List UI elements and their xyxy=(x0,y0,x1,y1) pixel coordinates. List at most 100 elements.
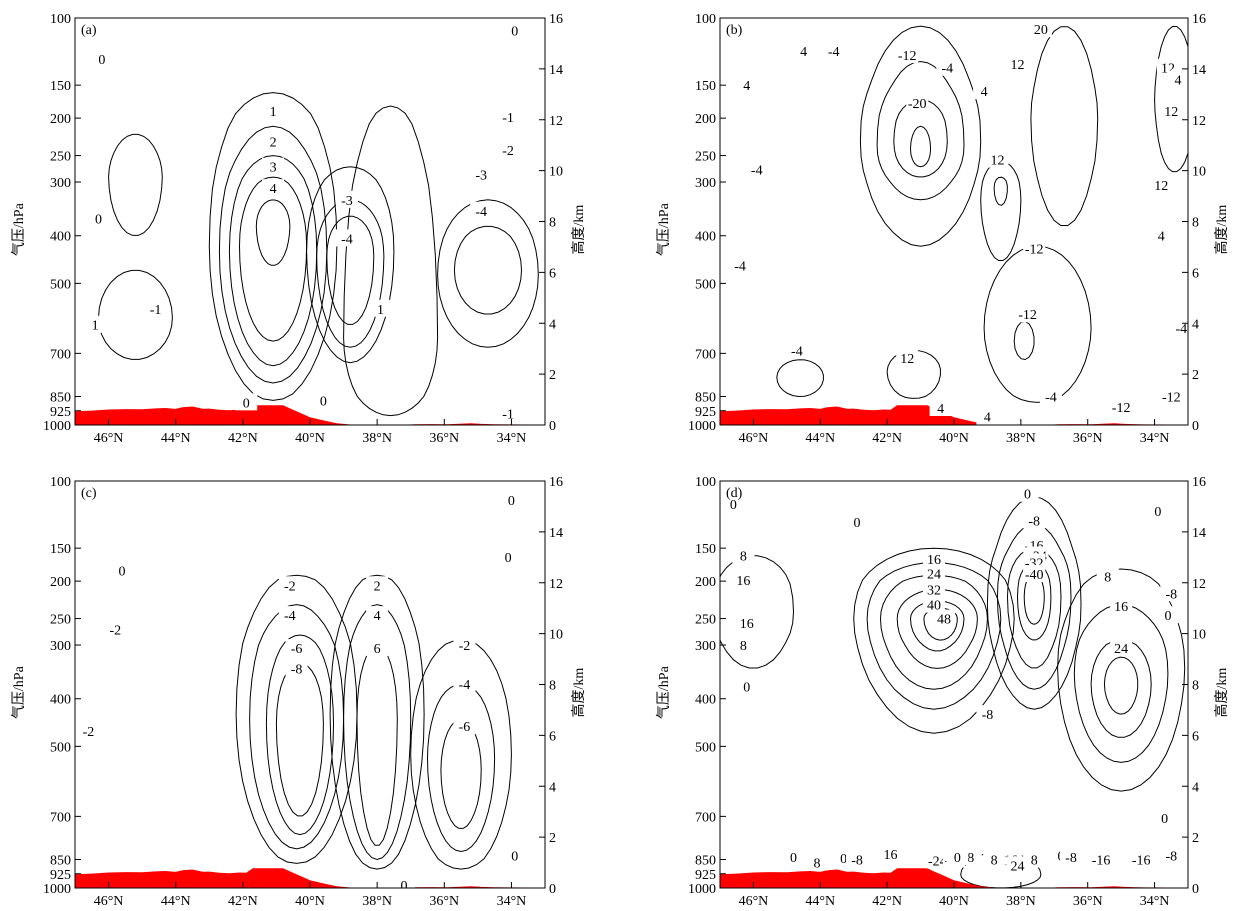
contour-line xyxy=(866,561,1002,710)
contour-label: -1 xyxy=(502,408,514,423)
y-tick-label: 100 xyxy=(695,475,716,490)
contour-label: 8 xyxy=(740,639,747,654)
contour-label-bg xyxy=(1029,20,1052,38)
contour-line xyxy=(306,166,395,364)
y-tick-label: 850 xyxy=(695,391,716,406)
y-tick-label: 1000 xyxy=(43,419,71,434)
y2-tick-label: 8 xyxy=(549,216,556,231)
contour-label-bg xyxy=(104,620,127,638)
contour-line xyxy=(343,604,412,861)
contour-line xyxy=(108,133,163,236)
contour-label-bg xyxy=(792,41,815,59)
contour-label: 0 xyxy=(98,53,105,68)
x-tick-label: 42°N xyxy=(228,431,258,446)
contour-label-bg xyxy=(896,45,919,63)
y2-tick-label: 12 xyxy=(549,114,563,129)
contour-line xyxy=(437,199,539,348)
contour-label: -8 xyxy=(982,708,994,723)
contour-label: 8 xyxy=(740,550,747,565)
contour-label-bg xyxy=(1023,850,1046,868)
contour-label-bg xyxy=(782,847,805,865)
contour-label: 4 xyxy=(270,182,277,197)
contour-label: -8 xyxy=(1065,851,1077,866)
contour-label-bg xyxy=(973,82,996,100)
x-tick-label: 38°N xyxy=(362,431,392,446)
contour-label-bg xyxy=(729,256,752,274)
contour-label-bg xyxy=(77,721,100,739)
contour-line xyxy=(1090,639,1152,738)
contour-label-bg xyxy=(262,132,285,150)
contour-label: 0 xyxy=(743,681,750,696)
contour-label-bg xyxy=(285,639,308,657)
contour-label-bg xyxy=(1006,54,1029,72)
contour-label: 4 xyxy=(743,79,750,94)
x-tick-label: 40°N xyxy=(295,894,325,909)
contour-label: 0 xyxy=(505,551,512,566)
plot-area: 4 -4 -12 -4 20 12 4 12 4 12 4 -20 12 -4 12 4 -12 -4 -12 -4 -… xyxy=(720,20,1188,425)
contour-label-bg xyxy=(503,21,526,39)
contour-label-bg xyxy=(926,851,949,869)
contour-label-bg xyxy=(87,209,110,227)
y-tick-label: 250 xyxy=(50,613,71,628)
contour-label: 4 xyxy=(1174,74,1181,89)
y2-tick-label: 6 xyxy=(549,729,556,744)
contour-label: 0 xyxy=(119,564,126,579)
y2-tick-label: 14 xyxy=(1192,526,1206,541)
x-tick-label: 46°N xyxy=(739,431,769,446)
contour-label: -12 xyxy=(1018,308,1037,323)
contour-label-bg xyxy=(1110,398,1133,416)
contour-label-bg xyxy=(285,659,308,677)
x-tick-label: 44°N xyxy=(805,431,835,446)
y2-tick-label: 2 xyxy=(549,368,556,383)
y2-tick-label: 10 xyxy=(549,628,563,643)
y2-tick-label: 12 xyxy=(1192,114,1206,129)
contour-label: -4 xyxy=(751,163,763,178)
contour-label-bg xyxy=(470,165,493,183)
contour-label: 0 xyxy=(95,213,102,228)
contour-label: 12 xyxy=(1164,105,1178,120)
contour-label: -4 xyxy=(284,609,296,624)
contour-label-bg xyxy=(1006,856,1029,874)
contour-label: 6 xyxy=(374,642,381,657)
x-tick-label: 34°N xyxy=(1140,431,1170,446)
contour-label-bg xyxy=(922,580,945,598)
contour-label: 1 xyxy=(270,105,277,120)
contour-label-bg xyxy=(235,393,258,411)
x-tick-label: 40°N xyxy=(295,431,325,446)
contour-label-bg xyxy=(983,850,1006,868)
panel-label: (b) xyxy=(726,23,743,38)
y-axis-title: 气压/hPa xyxy=(11,665,27,719)
x-tick-label: 36°N xyxy=(1073,894,1103,909)
contour-label-bg xyxy=(366,606,389,624)
contour-label-bg xyxy=(497,141,520,159)
contour-label-bg xyxy=(1160,846,1183,864)
y-tick-label: 250 xyxy=(695,150,716,165)
contour-line xyxy=(993,176,1008,206)
contour-line xyxy=(879,574,988,690)
x-tick-label: 34°N xyxy=(497,894,527,909)
contour-label: -2 xyxy=(459,639,471,654)
y2-tick-label: 10 xyxy=(549,165,563,180)
contour-label-bg xyxy=(366,576,389,594)
contour-label-bg xyxy=(1023,239,1046,257)
x-tick-label: 46°N xyxy=(94,894,124,909)
contour-label-bg xyxy=(1156,606,1179,624)
contour-label: 24 xyxy=(1114,642,1128,657)
contour-label: -4 xyxy=(1045,391,1057,406)
contour-label: 8 xyxy=(1031,854,1038,869)
contour-line xyxy=(996,523,1072,690)
plot-frame xyxy=(719,480,1189,889)
contour-label: 1 xyxy=(92,319,99,334)
contour-label: -20 xyxy=(908,97,927,112)
contour-label: 0 xyxy=(730,498,737,513)
contour-line xyxy=(1030,26,1099,226)
y-tick-label: 500 xyxy=(50,277,71,292)
contour-label: -1 xyxy=(502,111,514,126)
contour-label: 12 xyxy=(1154,179,1168,194)
plot-frame xyxy=(74,17,546,426)
contour-label-bg xyxy=(1160,102,1183,120)
contour-label: 4 xyxy=(374,609,381,624)
y-axis-title: 气压/hPa xyxy=(656,202,672,256)
contour-label-bg xyxy=(453,636,476,654)
